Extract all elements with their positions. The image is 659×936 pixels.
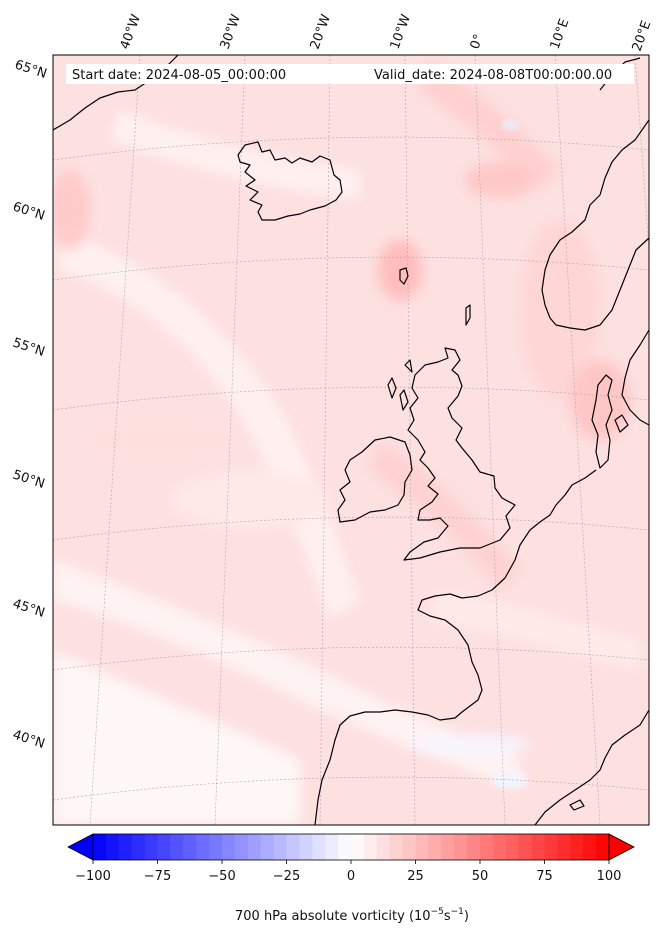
- colorbar-band: [428, 834, 442, 860]
- lat-label-40n: 40°N: [11, 728, 47, 752]
- colorbar-band: [583, 834, 597, 860]
- colorbar-band: [363, 834, 378, 860]
- colorbar-tick-label: −75: [144, 869, 171, 884]
- colorbar-band: [544, 834, 558, 860]
- colorbar-band: [105, 834, 120, 860]
- colorbar-tick-label: 75: [536, 869, 553, 884]
- colorbar-band: [376, 834, 391, 860]
- colorbar-min-extend: [67, 833, 94, 861]
- coastline-europe: [314, 469, 597, 825]
- colorbar: −100 −75 −50 −25 0 25 50 75 100 700 hPa absolute…: [67, 833, 635, 924]
- lat-label-45n: 45°N: [11, 597, 47, 621]
- start-date-label: Start date: 2024-08-05_00:00:00: [72, 68, 286, 83]
- lon-label-0: 0°: [468, 32, 487, 51]
- coastline-hebrides: [387, 359, 413, 411]
- lon-label-40w: 40°W: [118, 12, 144, 51]
- coastline-mediterranean: [534, 709, 649, 825]
- colorbar-band: [505, 834, 520, 860]
- colorbar-band: [234, 834, 249, 860]
- colorbar-band: [273, 834, 287, 860]
- lon-label-30w: 30°W: [218, 12, 244, 51]
- colorbar-band: [454, 834, 468, 860]
- coastlines: [53, 55, 649, 825]
- longitude-labels: 40°W 30°W 20°W 10°W 0° 10°E 20°E: [118, 12, 655, 53]
- colorbar-band: [118, 834, 133, 860]
- coastline-greenland: [53, 55, 179, 131]
- coastline-balearic: [569, 799, 585, 811]
- lat-label-65n: 65°N: [13, 58, 49, 82]
- header-box: [66, 64, 634, 84]
- colorbar-tick-label: 0: [347, 869, 355, 884]
- latitude-labels: 65°N 60°N 55°N 50°N 45°N 40°N: [11, 58, 49, 752]
- colorbar-band: [170, 834, 184, 860]
- colorbar-band: [389, 834, 403, 860]
- colorbar-band: [415, 834, 429, 860]
- colorbar-band: [441, 834, 455, 860]
- coastline-denmark: [591, 374, 629, 469]
- valid-date-label: Valid_date: 2024-08-08T00:00:00.00: [374, 68, 612, 83]
- colorbar-band: [557, 834, 571, 860]
- colorbar-band: [338, 834, 352, 860]
- coastline-faroe: [399, 267, 409, 285]
- colorbar-band: [196, 834, 210, 860]
- coastline-great-britain: [403, 347, 516, 561]
- colorbar-tick-label: −50: [208, 869, 235, 884]
- colorbar-band: [596, 834, 610, 860]
- map-frame: [52, 54, 650, 826]
- colorbar-band: [299, 834, 313, 860]
- colorbar-title: 700 hPa absolute vorticity (10−5s−1): [235, 907, 469, 924]
- colorbar-band: [492, 834, 507, 860]
- colorbar-max-extend: [608, 833, 635, 861]
- colorbar-band: [144, 834, 158, 860]
- coastline-iceland: [237, 141, 343, 221]
- colorbar-band: [247, 834, 262, 860]
- colorbar-tick-label: 25: [407, 869, 424, 884]
- lon-label-20e: 20°E: [630, 19, 655, 54]
- colorbar-band: [467, 834, 481, 860]
- coastline-ireland: [337, 436, 413, 523]
- colorbar-band: [93, 834, 107, 860]
- graticule: [53, 55, 649, 825]
- colorbar-band: [351, 834, 365, 860]
- coastline-norway: [541, 119, 649, 331]
- colorbar-band: [131, 834, 145, 860]
- colorbar-band: [157, 834, 171, 860]
- colorbar-tick-label: −100: [75, 869, 111, 884]
- colorbar-band: [183, 834, 197, 860]
- colorbar-band: [531, 834, 545, 860]
- lat-label-60n: 60°N: [11, 200, 47, 224]
- colorbar-tick-label: −25: [273, 869, 300, 884]
- colorbar-band: [286, 834, 300, 860]
- colorbar-band: [325, 834, 339, 860]
- colorbar-bands: [93, 834, 610, 860]
- coastline-sweden: [621, 329, 649, 426]
- colorbar-band: [222, 834, 236, 860]
- colorbar-band: [518, 834, 532, 860]
- colorbar-band: [480, 834, 494, 860]
- colorbar-band: [312, 834, 326, 860]
- colorbar-tick-label: 100: [597, 869, 622, 884]
- colorbar-tick-label: 50: [472, 869, 489, 884]
- lon-label-10e: 10°E: [548, 17, 573, 52]
- lat-label-50n: 50°N: [11, 468, 47, 492]
- coastline-shetland: [465, 304, 471, 326]
- colorbar-band: [209, 834, 223, 860]
- colorbar-band: [260, 834, 274, 860]
- colorbar-band: [570, 834, 584, 860]
- lon-label-20w: 20°W: [308, 12, 334, 51]
- lat-label-55n: 55°N: [11, 336, 47, 360]
- vorticity-field: [53, 55, 649, 825]
- colorbar-ticks: −100 −75 −50 −25 0 25 50 75 100: [75, 860, 621, 884]
- lon-label-10w: 10°W: [388, 12, 414, 51]
- colorbar-band: [402, 834, 416, 860]
